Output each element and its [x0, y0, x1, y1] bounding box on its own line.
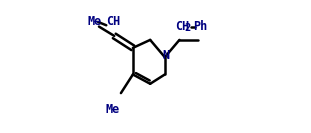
Text: CH: CH: [175, 20, 189, 33]
Text: Ph: Ph: [193, 20, 208, 33]
Text: N: N: [163, 49, 170, 62]
Text: CH: CH: [106, 15, 120, 28]
Text: 2: 2: [184, 23, 190, 33]
Text: Me: Me: [87, 15, 102, 28]
Text: Me: Me: [106, 103, 120, 116]
